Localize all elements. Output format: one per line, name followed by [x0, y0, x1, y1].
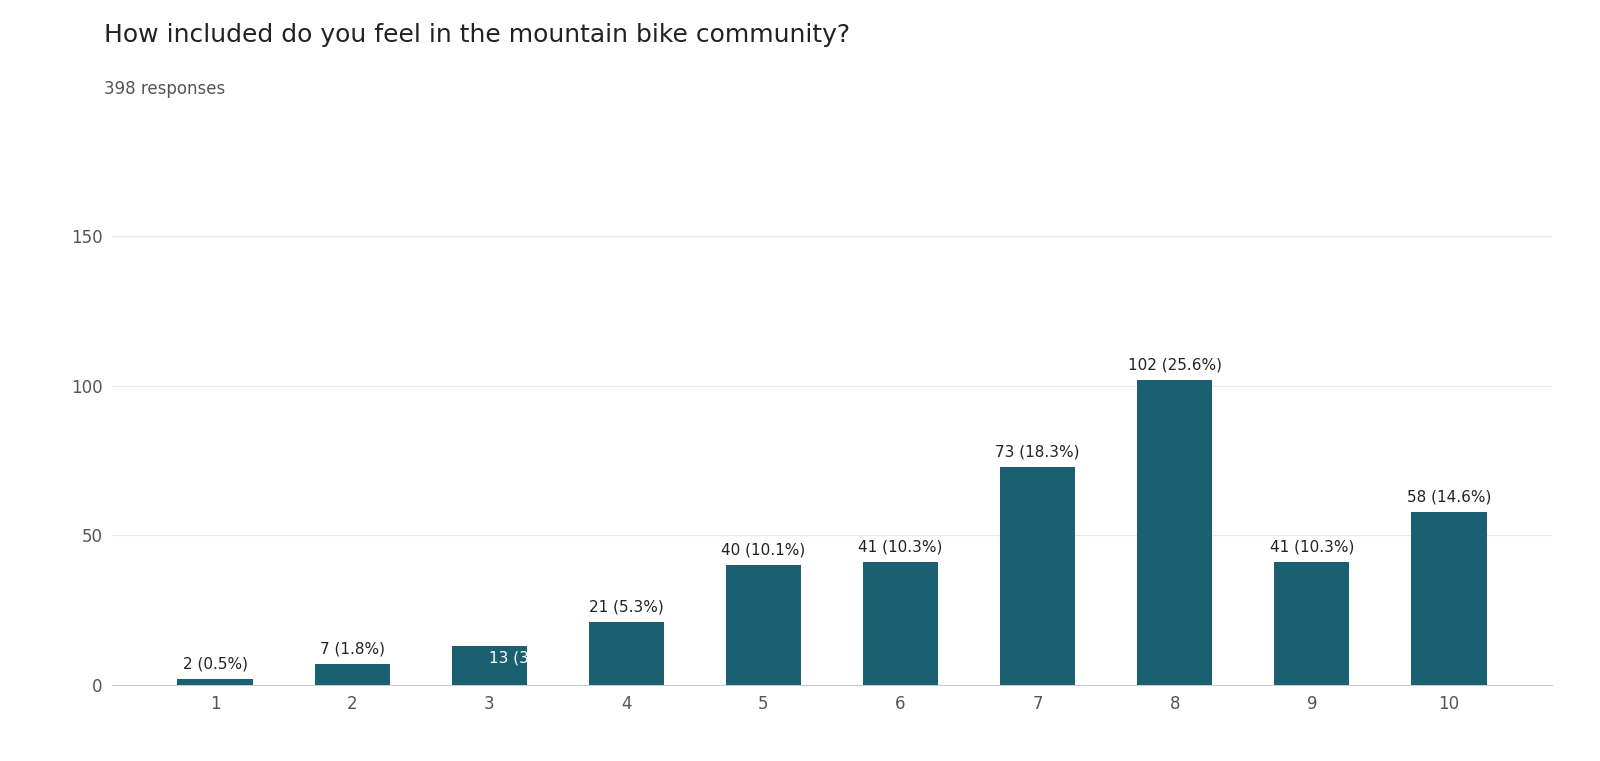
Bar — [1000, 466, 1075, 685]
Bar — [451, 646, 526, 685]
Text: 40 (10.1%): 40 (10.1%) — [722, 543, 805, 558]
Bar — [726, 565, 802, 685]
Text: 41 (10.3%): 41 (10.3%) — [858, 540, 942, 555]
Bar — [178, 679, 253, 685]
Text: 13 (3.3%): 13 (3.3%) — [490, 651, 565, 666]
Text: How included do you feel in the mountain bike community?: How included do you feel in the mountain… — [104, 23, 850, 47]
Text: 102 (25.6%): 102 (25.6%) — [1128, 358, 1222, 372]
Text: 41 (10.3%): 41 (10.3%) — [1269, 540, 1354, 555]
Bar — [1411, 511, 1486, 685]
Text: 58 (14.6%): 58 (14.6%) — [1406, 489, 1491, 504]
Text: 2 (0.5%): 2 (0.5%) — [182, 657, 248, 671]
Bar — [315, 664, 390, 685]
Bar — [1138, 380, 1213, 685]
Text: 21 (5.3%): 21 (5.3%) — [589, 600, 664, 615]
Bar — [1274, 562, 1349, 685]
Bar — [589, 622, 664, 685]
Text: 398 responses: 398 responses — [104, 80, 226, 98]
Text: 73 (18.3%): 73 (18.3%) — [995, 444, 1080, 459]
Bar — [862, 562, 938, 685]
Text: 7 (1.8%): 7 (1.8%) — [320, 642, 384, 657]
